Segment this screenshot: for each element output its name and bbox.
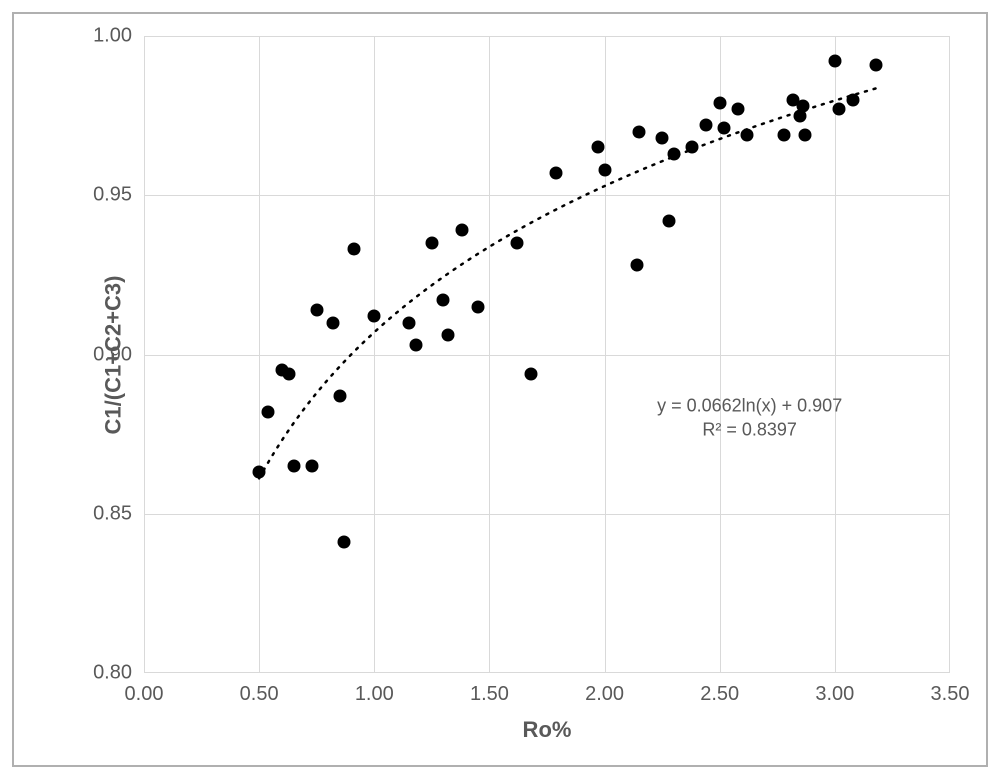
x-tick-label: 3.00 (815, 683, 854, 706)
data-point (630, 259, 643, 272)
data-point (338, 536, 351, 549)
data-point (796, 100, 809, 113)
data-point (347, 243, 360, 256)
x-tick-label: 0.00 (125, 683, 164, 706)
x-tick-label: 2.50 (700, 683, 739, 706)
data-point (732, 103, 745, 116)
data-point (591, 141, 604, 154)
y-tick-label: 0.95 (93, 184, 132, 207)
data-point (847, 93, 860, 106)
plot-area: y = 0.0662ln(x) + 0.907R² = 0.8397 (144, 36, 950, 673)
data-point (663, 214, 676, 227)
data-point (828, 55, 841, 68)
data-point (699, 119, 712, 132)
data-point (798, 128, 811, 141)
data-point (425, 237, 438, 250)
data-point (287, 459, 300, 472)
x-tick-label: 1.00 (355, 683, 394, 706)
data-point (633, 125, 646, 138)
data-point (402, 316, 415, 329)
data-point (333, 389, 346, 402)
data-point (686, 141, 699, 154)
data-point (778, 128, 791, 141)
data-point (550, 166, 563, 179)
data-point (368, 310, 381, 323)
data-point (409, 338, 422, 351)
data-point (306, 459, 319, 472)
trendline (144, 36, 950, 673)
data-point (326, 316, 339, 329)
data-point (455, 224, 468, 237)
regression-annotation: y = 0.0662ln(x) + 0.907R² = 0.8397 (657, 394, 842, 443)
data-point (441, 329, 454, 342)
x-axis-title: Ro% (523, 717, 572, 743)
data-point (511, 237, 524, 250)
data-point (713, 96, 726, 109)
data-point (262, 405, 275, 418)
chart-frame: y = 0.0662ln(x) + 0.907R² = 0.8397 C1/(C… (0, 0, 1000, 779)
data-point (310, 303, 323, 316)
data-point (833, 103, 846, 116)
data-point (471, 300, 484, 313)
data-point (718, 122, 731, 135)
data-point (741, 128, 754, 141)
x-tick-label: 1.50 (470, 683, 509, 706)
x-tick-label: 2.00 (585, 683, 624, 706)
data-point (283, 367, 296, 380)
data-point (437, 294, 450, 307)
y-tick-label: 0.85 (93, 502, 132, 525)
data-point (253, 466, 266, 479)
y-tick-label: 1.00 (93, 25, 132, 48)
data-point (667, 147, 680, 160)
y-tick-label: 0.90 (93, 343, 132, 366)
y-tick-label: 0.80 (93, 662, 132, 685)
data-point (598, 163, 611, 176)
chart-box: y = 0.0662ln(x) + 0.907R² = 0.8397 C1/(C… (12, 12, 988, 767)
data-point (656, 131, 669, 144)
x-tick-label: 0.50 (240, 683, 279, 706)
data-point (870, 58, 883, 71)
data-point (524, 367, 537, 380)
x-tick-label: 3.50 (931, 683, 970, 706)
